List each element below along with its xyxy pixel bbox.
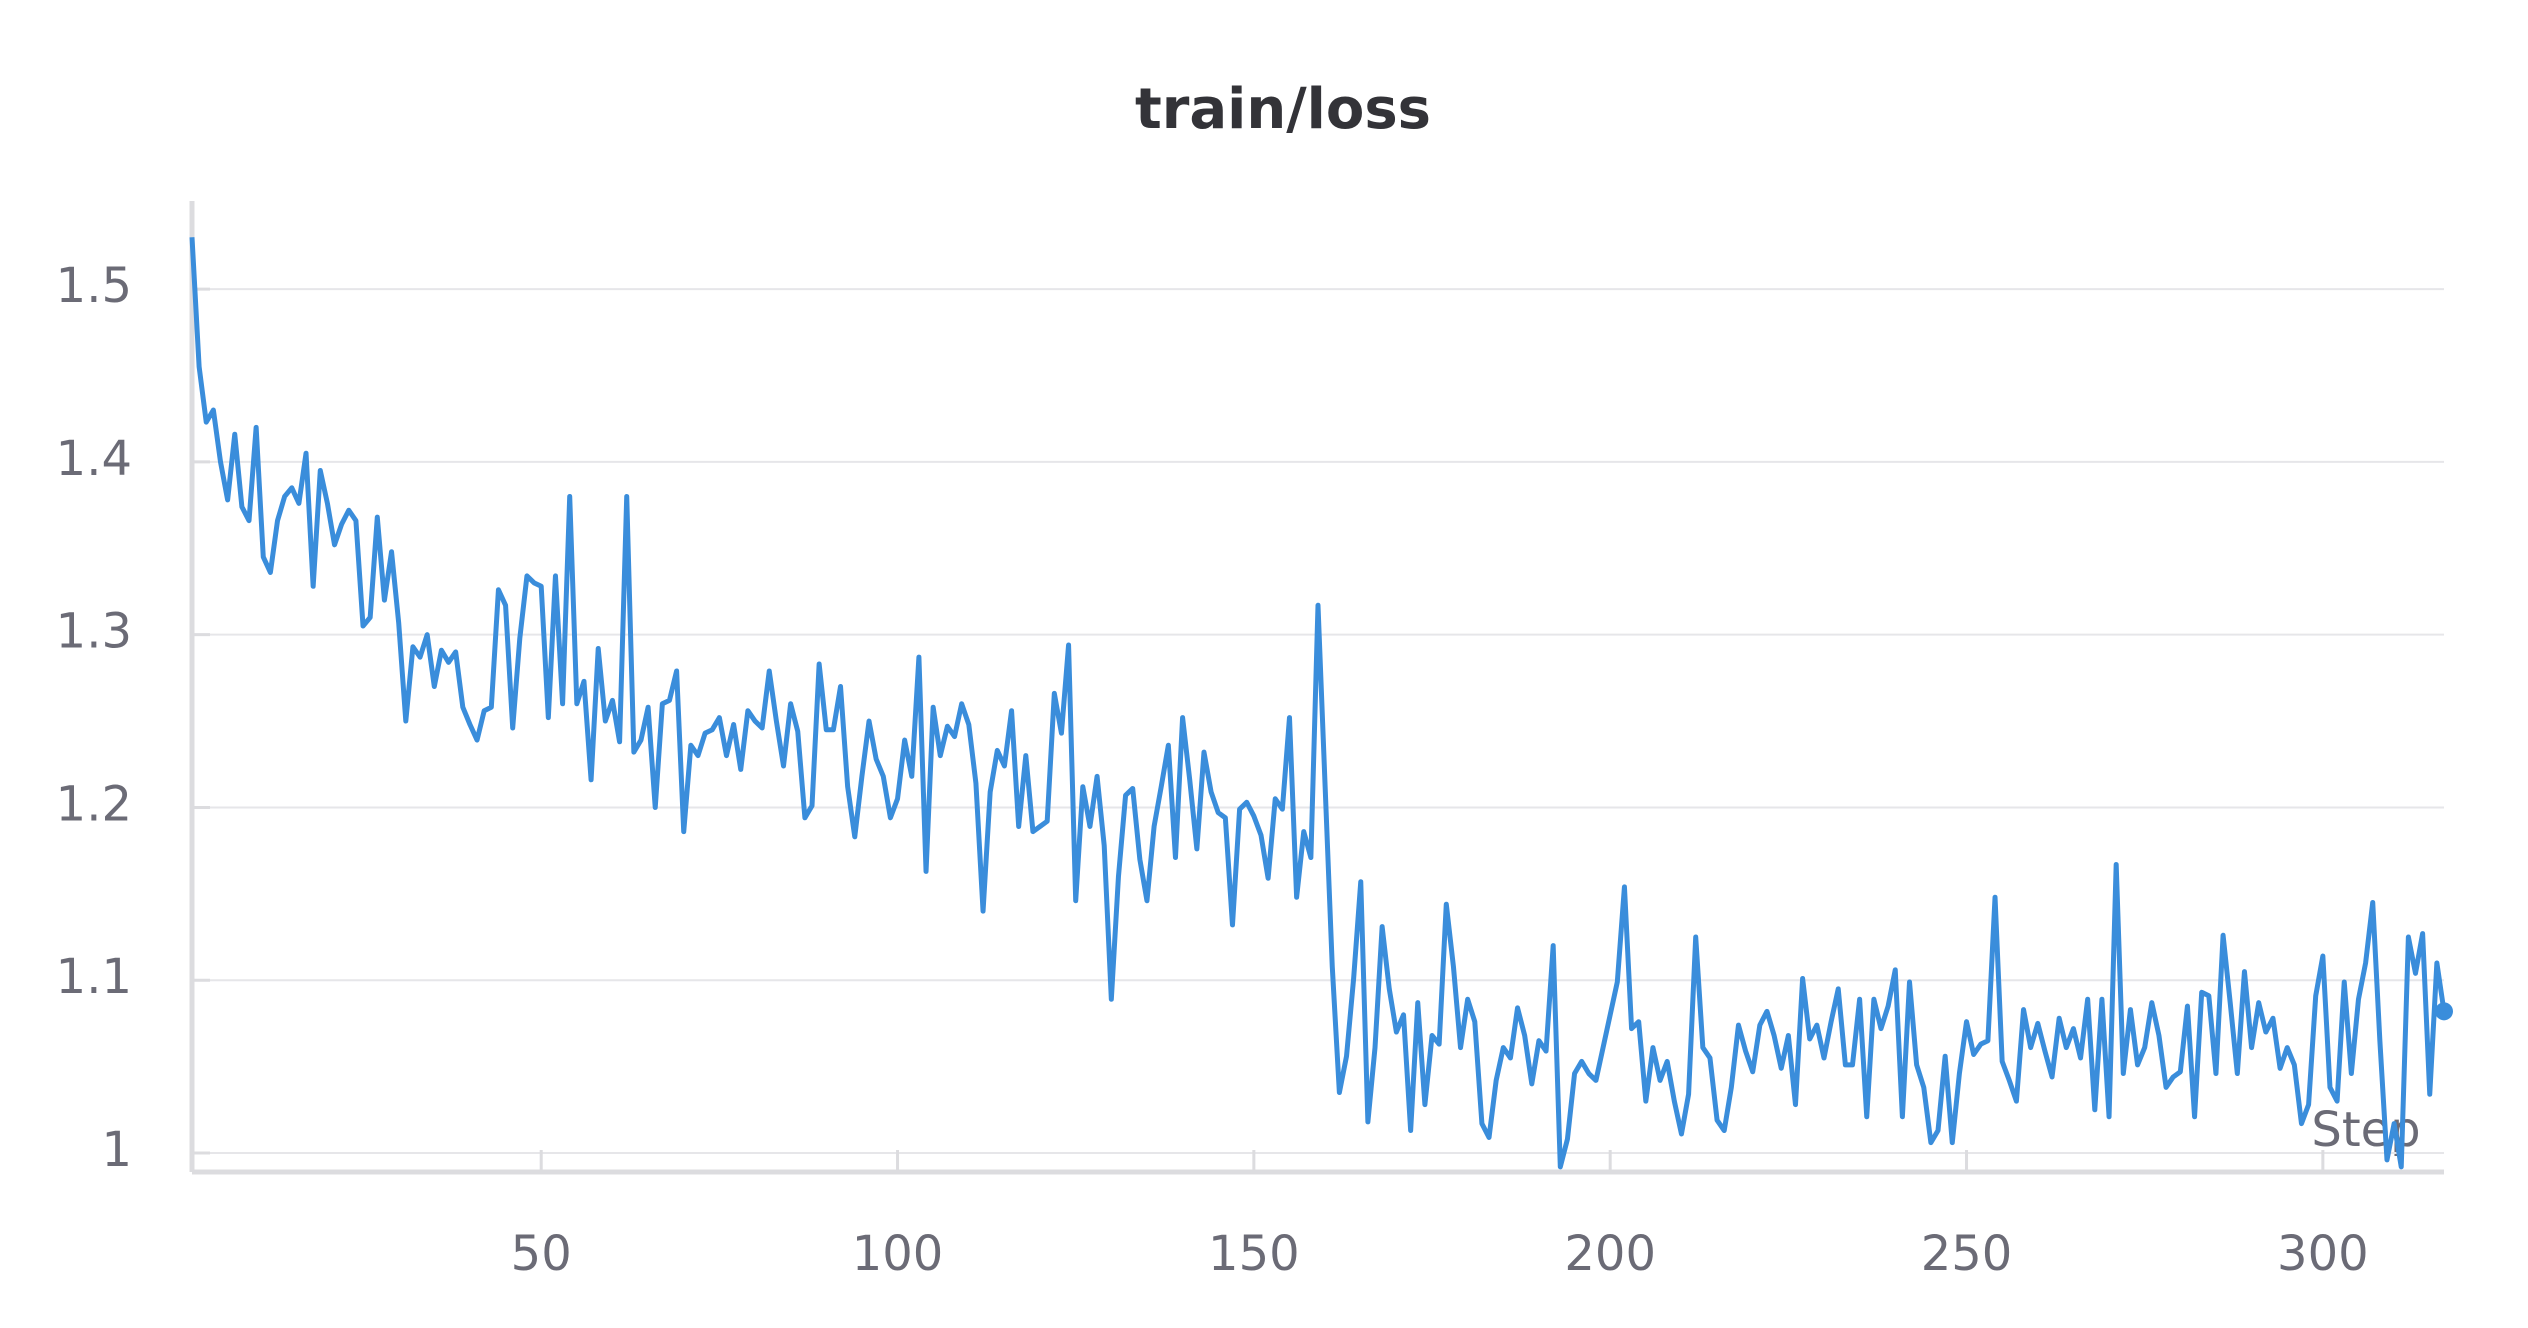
y-tick-label: 1.1 (56, 949, 132, 1005)
y-tick-label: 1.2 (56, 776, 132, 832)
x-tick-label: 100 (852, 1226, 944, 1282)
x-tick-label: 300 (2277, 1226, 2369, 1282)
x-tick-label: 50 (511, 1226, 572, 1282)
y-tick-label: 1.3 (56, 604, 132, 660)
x-tick-label: 250 (1921, 1226, 2013, 1282)
last-point (2435, 1002, 2453, 1021)
chart-title: train/loss (1135, 77, 1431, 142)
x-tick-label: 150 (1208, 1226, 1300, 1282)
loss-line (189, 237, 2447, 1170)
y-tick-label: 1.4 (56, 431, 132, 487)
x-tick-label: 200 (1564, 1226, 1656, 1282)
y-tick-label: 1 (101, 1122, 132, 1178)
y-tick-label: 1.5 (56, 258, 132, 314)
